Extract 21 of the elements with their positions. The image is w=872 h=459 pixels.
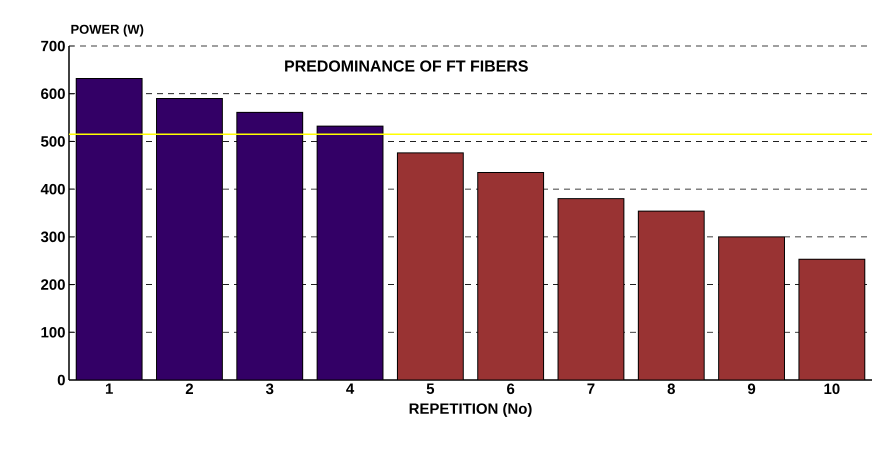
y-tick-label: 200 <box>41 279 65 290</box>
text: PREDOMINANCE OF FT FIBERS <box>285 60 528 72</box>
x-tick-label: 6 <box>507 384 514 394</box>
x-tick-label: 4 <box>346 384 354 394</box>
y-tick-label: 700 <box>41 40 65 52</box>
y-tick-label: 100 <box>41 326 65 338</box>
x-axis-title: REPETITION (No) <box>410 402 532 417</box>
y-axis-title: POWER (W) <box>71 24 144 36</box>
x-tick-label: 9 <box>748 384 756 394</box>
x-tick-label: 1 <box>106 384 113 394</box>
x-tick-label: 10 <box>824 384 840 394</box>
x-tick-label: 5 <box>426 384 434 394</box>
x-tick-label: 2 <box>186 384 193 394</box>
x-tick-label: 7 <box>587 384 594 394</box>
y-tick-label: 0 <box>58 374 65 386</box>
y-tick-label: 500 <box>41 136 65 147</box>
x-tick-label: 3 <box>266 384 274 394</box>
y-tick-label: 600 <box>41 88 65 99</box>
y-tick-label: 400 <box>40 184 65 194</box>
x-tick-label: 8 <box>668 384 675 394</box>
y-tick-label: 300 <box>40 232 65 242</box>
